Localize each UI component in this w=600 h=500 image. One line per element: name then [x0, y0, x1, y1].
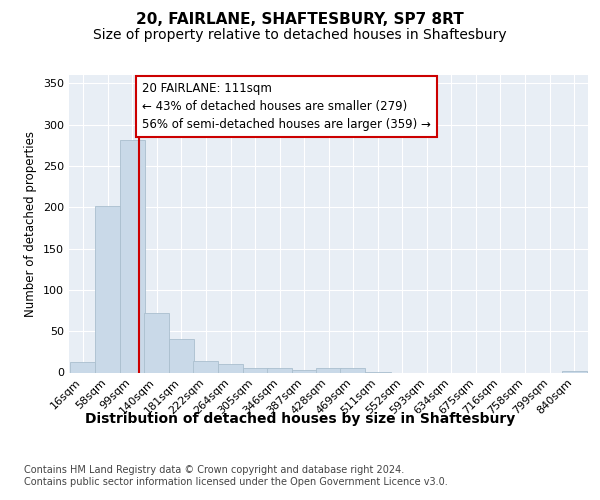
Text: Size of property relative to detached houses in Shaftesbury: Size of property relative to detached ho… [93, 28, 507, 42]
Bar [316, 368, 341, 372]
Bar [292, 370, 317, 372]
Bar [70, 362, 95, 372]
Bar [169, 340, 194, 372]
Bar [120, 140, 145, 372]
Bar [193, 361, 218, 372]
Bar [340, 368, 365, 372]
Bar [267, 368, 292, 372]
Text: 20, FAIRLANE, SHAFTESBURY, SP7 8RT: 20, FAIRLANE, SHAFTESBURY, SP7 8RT [136, 12, 464, 28]
Text: Contains HM Land Registry data © Crown copyright and database right 2024.
Contai: Contains HM Land Registry data © Crown c… [24, 465, 448, 486]
Bar [562, 371, 587, 372]
Bar [144, 313, 169, 372]
Y-axis label: Number of detached properties: Number of detached properties [25, 130, 37, 317]
Text: 20 FAIRLANE: 111sqm
← 43% of detached houses are smaller (279)
56% of semi-detac: 20 FAIRLANE: 111sqm ← 43% of detached ho… [142, 82, 431, 130]
Bar [218, 364, 243, 372]
Bar [242, 368, 268, 372]
Text: Distribution of detached houses by size in Shaftesbury: Distribution of detached houses by size … [85, 412, 515, 426]
Bar [95, 206, 121, 372]
